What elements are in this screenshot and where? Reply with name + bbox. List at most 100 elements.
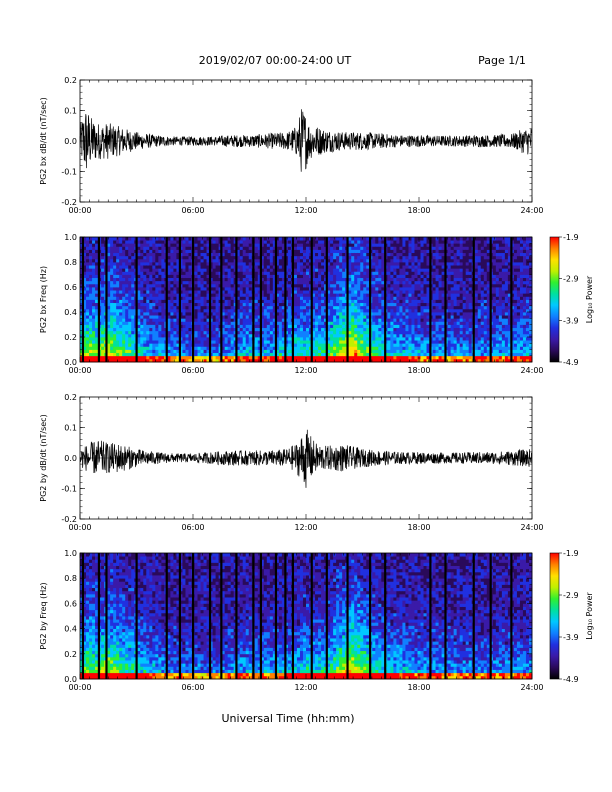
spectrogram-cell: [411, 358, 415, 363]
spectrogram-cell: [354, 271, 358, 275]
spectrogram-cell: [402, 283, 406, 288]
spectrogram-cell: [119, 249, 123, 254]
spectrogram-cell: [95, 337, 99, 341]
spectrogram-cell: [378, 327, 382, 332]
spectrogram-cell: [435, 280, 439, 285]
spectrogram-cell: [381, 299, 385, 304]
spectrogram-cell: [411, 274, 415, 279]
spectrogram-cell: [122, 337, 126, 341]
spectrogram-cell: [312, 243, 316, 247]
spectrogram-cell: [351, 355, 355, 360]
spectrogram-cell: [140, 337, 144, 341]
spectrogram-cell: [176, 330, 180, 335]
spectrogram-cell: [125, 277, 129, 282]
spectrogram-cell: [420, 330, 424, 335]
spectrogram-cell: [351, 246, 355, 250]
spectrogram-cell: [312, 249, 316, 254]
spectrogram-cell: [260, 355, 265, 360]
spectrogram-cell: [209, 299, 213, 304]
spectrogram-cell: [230, 268, 235, 272]
spectrogram-cell: [113, 330, 117, 335]
spectrogram-cell: [293, 283, 298, 288]
spectrogram-cell: [185, 327, 189, 332]
spectrogram-cell: [339, 293, 343, 297]
spectrogram-cell: [366, 330, 370, 335]
spectrogram-cell: [402, 296, 406, 300]
spectrogram-cell: [182, 290, 186, 294]
spectrogram-cell: [239, 346, 244, 350]
spectrogram-cell: [378, 321, 382, 325]
spectrogram-cell: [215, 318, 220, 322]
spectrogram-cell: [339, 243, 343, 247]
spectrogram-cell: [152, 252, 156, 257]
y-tick-label: -0.1: [61, 168, 77, 177]
spectrogram-cell: [269, 296, 274, 300]
spectrogram-cell: [86, 265, 90, 269]
spectrogram-cell: [405, 255, 409, 260]
spectrogram-cell: [336, 268, 340, 272]
spectrogram-cell: [101, 240, 105, 244]
spectrogram-cell: [278, 355, 283, 360]
spectrogram-cell: [321, 299, 325, 304]
spectrogram-cell: [182, 274, 186, 279]
spectrogram-cell: [275, 327, 280, 332]
spectrogram-cell: [215, 305, 220, 310]
spectrogram-cell: [197, 330, 201, 335]
spectrogram-cell: [92, 265, 96, 269]
spectrogram-cell: [390, 315, 394, 319]
spectrogram-cell: [95, 280, 99, 285]
spectrogram-cell: [287, 305, 292, 310]
spectrogram-cell: [390, 343, 394, 347]
spectrogram-cell: [227, 240, 232, 244]
spectrogram-cell: [330, 340, 334, 344]
spectrogram-cell: [89, 315, 93, 319]
spectrogram-cell: [107, 337, 111, 341]
spectrogram-cell: [95, 255, 99, 260]
spectrogram-cell: [408, 280, 412, 285]
spectrogram-cell: [260, 287, 265, 291]
spectrogram-cell: [366, 333, 370, 338]
spectrogram-cell: [360, 299, 364, 304]
spectrogram-cell: [221, 290, 226, 294]
spectrogram-cell: [110, 327, 114, 332]
spectrogram-cell: [227, 299, 232, 304]
spectrogram-cell: [318, 312, 322, 316]
spectrogram-cell: [441, 343, 446, 347]
spectrogram-cell: [312, 293, 316, 297]
spectrogram-cell: [113, 358, 117, 363]
spectrogram-cell: [146, 327, 150, 332]
spectrogram-cell: [363, 258, 367, 263]
spectrogram-cell: [284, 249, 289, 254]
spectrogram-cell: [333, 277, 337, 282]
spectrogram-cell: [402, 249, 406, 254]
spectrogram-cell: [239, 262, 244, 266]
spectrogram-cell: [293, 277, 298, 282]
spectrogram-cell: [363, 305, 367, 310]
spectrogram-cell: [149, 280, 153, 285]
spectrogram-cell: [296, 358, 301, 363]
spectrogram-cell: [245, 324, 250, 329]
spectrogram-cell: [375, 299, 379, 304]
spectrogram-cell: [318, 246, 322, 250]
spectrogram-cell: [296, 337, 301, 341]
spectrogram-cell: [137, 355, 141, 360]
spectrogram-cell: [140, 277, 144, 282]
spectrogram-cell: [372, 333, 376, 338]
spectrogram-cell: [242, 252, 247, 257]
spectrogram-cell: [306, 274, 310, 279]
spectrogram-cell: [315, 293, 319, 297]
spectrogram-cell: [263, 258, 268, 263]
spectrogram-cell: [426, 324, 430, 329]
spectrogram-cell: [357, 305, 361, 310]
spectrogram-cell: [333, 315, 337, 319]
spectrogram-cell: [417, 343, 421, 347]
spectrogram-cell: [342, 315, 346, 319]
spectrogram-cell: [296, 246, 301, 250]
spectrogram-cell: [342, 343, 346, 347]
spectrogram-cell: [80, 280, 84, 285]
spectrogram-cell: [284, 337, 289, 341]
spectrogram-cell: [387, 277, 391, 282]
spectrogram-cell: [375, 237, 379, 241]
spectrogram-cell: [399, 293, 403, 297]
spectrogram-cell: [408, 343, 412, 347]
